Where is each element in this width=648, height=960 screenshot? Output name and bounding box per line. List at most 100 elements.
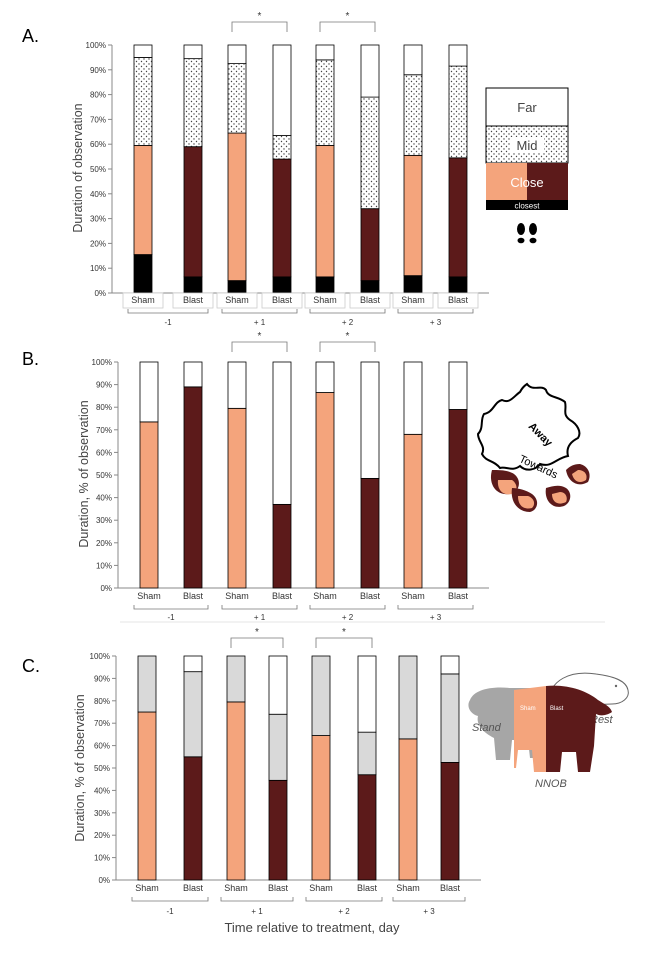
- category-label: Blast: [183, 883, 204, 893]
- legend-rest-label: Rest: [590, 714, 614, 726]
- bar-segment-mid: [272, 135, 292, 160]
- panel-a-plot: 0% 10% 20% 30% 40% 50% 60% 70% 80% 90% 100% Sham Bla…: [86, 11, 489, 327]
- group-label: + 1: [254, 613, 266, 622]
- legend-closest-label: closest: [515, 202, 541, 211]
- bar-segment-far: [448, 44, 468, 67]
- bar-segment-close: [133, 145, 153, 255]
- group-bracket: [127, 309, 209, 314]
- bar-segment-rest: [440, 655, 460, 675]
- panel-c-plot: 0% 10% 20% 30% 40% 50% 60% 70% 80% 90% 100% Sham Bla…: [90, 627, 481, 916]
- bar-segment-away: [315, 361, 335, 393]
- bar-segment-close: [272, 158, 292, 278]
- group-bracket: [309, 605, 386, 610]
- y-tick-label: 50%: [94, 764, 110, 773]
- panel-b-ylabel: Duration, % of observation: [77, 400, 91, 547]
- bar-segment-stand: [357, 731, 377, 776]
- bar-segment-closest: [133, 254, 153, 294]
- bar-sham: [133, 44, 153, 294]
- bar-segment-stand: [226, 655, 246, 703]
- group-bracket: [309, 309, 386, 314]
- significance-bracket: [231, 21, 288, 32]
- bar-blast: [357, 655, 377, 881]
- bar-segment-mid: [183, 58, 203, 148]
- category-label-box: [261, 292, 303, 309]
- category-label: Sham: [225, 295, 249, 305]
- panel-b-plot: 0% 10% 20% 30% 40% 50% 60% 70% 80% 90% 100% Sham Bla…: [92, 331, 489, 622]
- bar-blast: [183, 361, 203, 589]
- y-tick-label: 30%: [90, 215, 106, 224]
- bar-segment-closest: [315, 276, 335, 294]
- bar-segment-towards: [139, 421, 159, 589]
- group-bracket: [221, 605, 298, 610]
- significance-label: *: [346, 11, 350, 22]
- away-leaf-icon: [476, 382, 581, 471]
- bar-sham: [403, 361, 423, 589]
- bar-segment-away: [183, 361, 203, 388]
- nnob-pig-icon: [514, 685, 612, 772]
- group-label: -1: [166, 907, 174, 916]
- category-label: Sham: [131, 295, 155, 305]
- legend-nnob-label: NNOB: [535, 778, 567, 790]
- bar-segment-stand: [398, 655, 418, 740]
- category-label: Blast: [272, 295, 293, 305]
- bar-segment-rest: [357, 655, 377, 733]
- bar-blast: [272, 361, 292, 589]
- bar-segment-far: [272, 44, 292, 136]
- bar-segment-close: [360, 208, 380, 281]
- bar-blast: [448, 44, 468, 294]
- bar-segment-closest: [403, 275, 423, 294]
- legend-mid-label-bg: [510, 137, 544, 153]
- bar-segment-rest: [183, 655, 203, 673]
- category-label: Blast: [268, 883, 289, 893]
- category-label: Sham: [225, 591, 249, 601]
- category-label: Blast: [183, 295, 204, 305]
- y-tick-label: 40%: [94, 786, 110, 795]
- bar-segment-far: [403, 44, 423, 76]
- bar-segment-nnob: [226, 701, 246, 881]
- group-label: + 1: [254, 318, 266, 327]
- group-label: + 1: [251, 907, 263, 916]
- bar-segment-nnob: [398, 738, 418, 881]
- category-label-box: [304, 292, 346, 309]
- bar-segment-towards: [183, 386, 203, 589]
- bar-segment-closest: [183, 276, 203, 294]
- y-tick-label: 60%: [90, 140, 106, 149]
- legend-close-label: Close: [510, 175, 543, 190]
- bar-segment-close: [183, 146, 203, 278]
- y-tick-label: 90%: [90, 66, 106, 75]
- significance-label: *: [346, 331, 350, 342]
- bar-segment-closest: [227, 280, 247, 294]
- category-label: Blast: [448, 295, 469, 305]
- significance-bracket: [315, 637, 373, 648]
- y-tick-label: 90%: [94, 674, 110, 683]
- bar-segment-stand: [268, 713, 288, 781]
- bar-blast: [448, 361, 468, 589]
- bar-segment-far: [360, 44, 380, 98]
- category-label: Sham: [135, 883, 159, 893]
- bar-segment-close: [448, 157, 468, 278]
- bar-segment-mid: [133, 57, 153, 146]
- y-tick-label: 80%: [94, 697, 110, 706]
- significance-label: *: [258, 11, 262, 22]
- bar-segment-far: [227, 44, 247, 65]
- bar-segment-stand: [440, 673, 460, 763]
- bar-blast: [360, 44, 380, 294]
- panel-a: A. Duration of observation 0% 10% 20% 30% 40…: [22, 11, 569, 327]
- group-bracket: [220, 897, 294, 902]
- bar-segment-rest: [268, 655, 288, 715]
- y-tick-label: 20%: [90, 239, 106, 248]
- bar-segment-close: [315, 145, 335, 278]
- bar-segment-towards: [448, 409, 468, 589]
- bar-segment-mid: [360, 96, 380, 210]
- bar-sham: [227, 361, 247, 589]
- y-tick-label: 10%: [90, 264, 106, 273]
- bar-segment-close: [227, 132, 247, 281]
- bar-segment-nnob: [311, 735, 331, 881]
- category-label: Blast: [357, 883, 378, 893]
- bar-segment-away: [403, 361, 423, 435]
- bar-sham: [311, 655, 331, 881]
- panel-a-ylabel: Duration of observation: [71, 103, 85, 232]
- bar-sham: [403, 44, 423, 294]
- category-label-box: [392, 292, 434, 309]
